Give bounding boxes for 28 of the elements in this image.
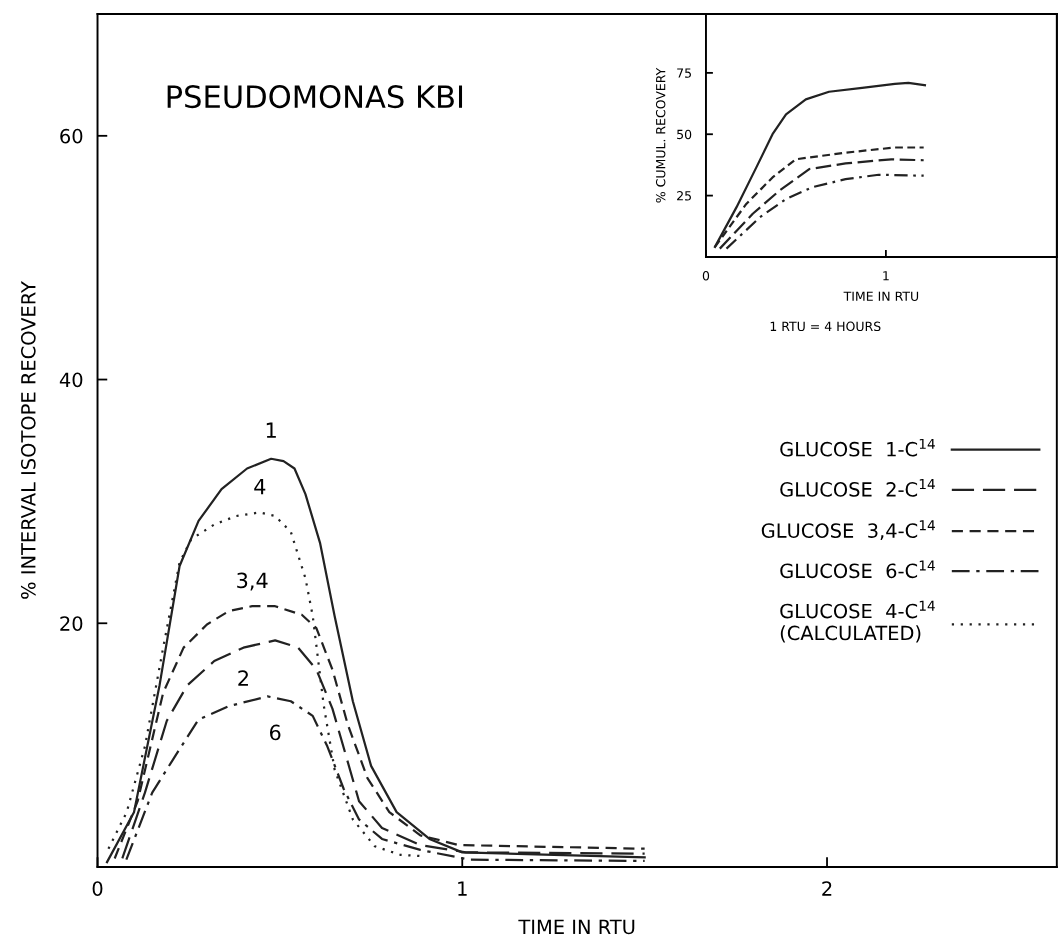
y-axis-title: % INTERVAL ISOTOPE RECOVERY xyxy=(20,281,36,599)
y-axis-title: % CUMUL. RECOVERY xyxy=(655,67,666,203)
y-tick-label: 20 xyxy=(60,616,83,631)
y-tick-label: 40 xyxy=(59,372,83,388)
annotation: 4 xyxy=(254,478,266,495)
y-tick-label: 50 xyxy=(677,129,692,140)
y-tick-label: 25 xyxy=(677,191,691,201)
y-tick-label: 75 xyxy=(677,68,691,78)
legend-label: GLUCOSE 2-C$^{14}$ xyxy=(780,479,935,497)
x-axis-title: TIME IN RTU xyxy=(518,919,635,935)
text: PSEUDOMONAS KBI xyxy=(167,85,463,109)
y-tick-label: 60 xyxy=(60,128,83,144)
line-series xyxy=(105,457,646,864)
x-tick-label: 0 xyxy=(702,271,710,281)
legend-label: GLUCOSE 1-C$^{14}$ xyxy=(780,438,935,457)
x-tick-label: 2 xyxy=(822,881,832,896)
legend-label: GLUCOSE 6-C$^{14}$ xyxy=(780,560,935,579)
x-tick-label: 1 xyxy=(458,881,467,896)
annotation: 1 RTU = 4 HOURS xyxy=(770,321,881,332)
x-axis-title: TIME IN RTU xyxy=(843,291,919,301)
annotation: 1 xyxy=(266,422,276,438)
annotation: 6 xyxy=(269,724,281,741)
legend-label: GLUCOSE 4-C$^{14}$ (CALCULATED) xyxy=(780,600,935,643)
x-tick-label: 0 xyxy=(92,881,103,896)
annotation: 2 xyxy=(238,670,248,686)
annotation: 3,4 xyxy=(237,572,268,591)
line-series xyxy=(725,173,925,250)
legend-label: GLUCOSE 3,4-C$^{14}$ xyxy=(761,520,935,540)
